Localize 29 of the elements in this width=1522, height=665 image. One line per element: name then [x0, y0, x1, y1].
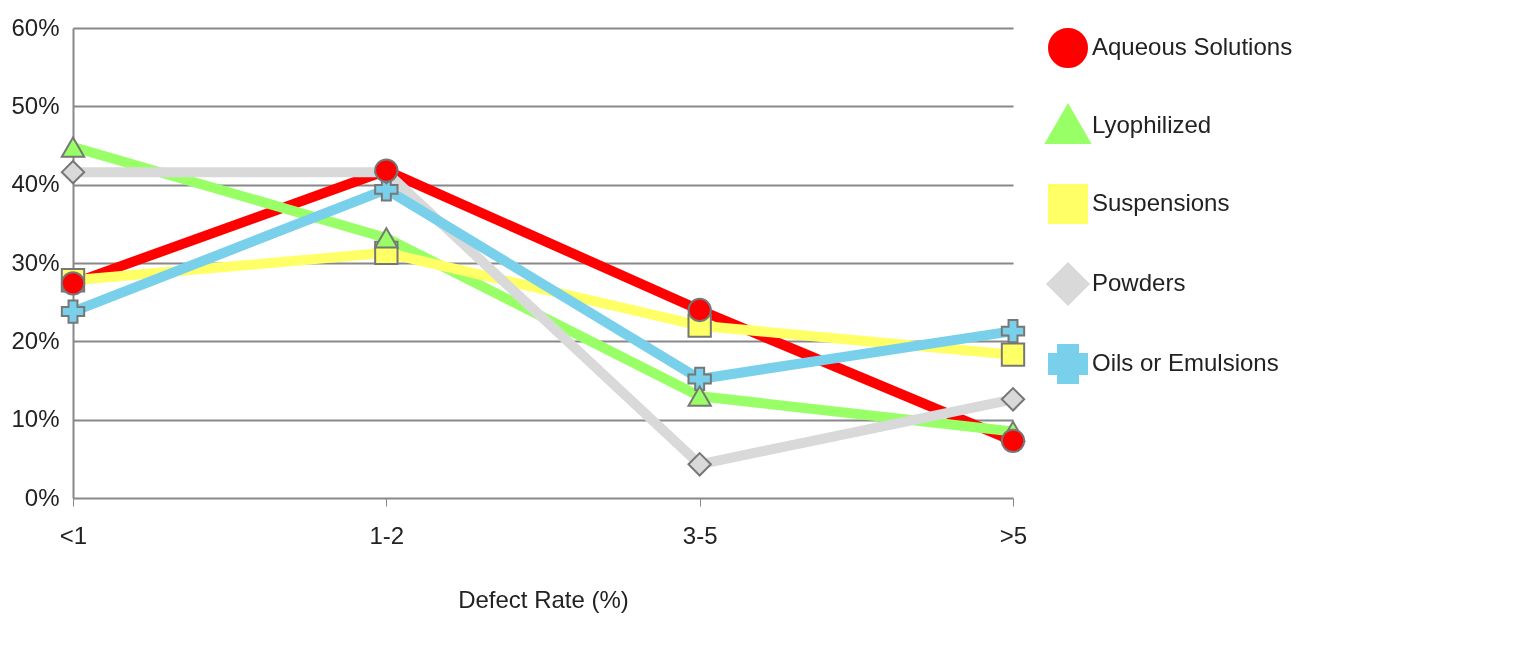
point	[1000, 387, 1026, 412]
legend-label: Powders	[1092, 269, 1186, 296]
legend-label: Aqueous Solutions	[1092, 33, 1293, 60]
point	[687, 385, 712, 407]
point	[60, 159, 86, 185]
y-tick-label: 10%	[11, 405, 60, 433]
y-tick-label: 0%	[24, 483, 60, 511]
legend-label: Oils or Emulsions	[1092, 349, 1279, 376]
y-tick-label: 20%	[11, 326, 60, 354]
y-tick-label: 50%	[11, 91, 60, 119]
point	[1000, 318, 1026, 344]
point	[374, 227, 399, 249]
point	[687, 366, 712, 392]
y-tick-label: 40%	[11, 170, 60, 198]
point	[60, 299, 86, 324]
point	[687, 297, 712, 323]
point	[687, 452, 712, 477]
x-tick-label: >5	[999, 521, 1028, 549]
x-tick-label: <1	[59, 521, 88, 549]
point	[1000, 342, 1026, 367]
x-axis-title: Defect Rate (%)	[458, 585, 629, 613]
x-tick-label: 1-2	[369, 521, 405, 549]
y-tick-label: 30%	[11, 248, 60, 276]
y-tick-label: 60%	[11, 13, 60, 41]
legend-label: Suspensions	[1092, 189, 1230, 216]
x-tick-label: 3-5	[682, 521, 718, 549]
point	[1000, 428, 1026, 453]
point	[60, 136, 86, 158]
legend-label: Lyophilized	[1092, 111, 1212, 138]
